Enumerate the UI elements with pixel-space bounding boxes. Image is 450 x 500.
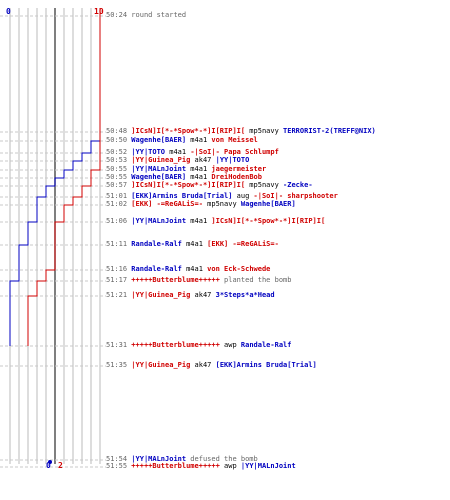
event-row: 50:48 ]ICsN]I[*-*Spow*-*]I[RIP]I[ mp5nav… [106, 127, 376, 136]
player-name: |YY|TOTO [215, 156, 250, 164]
event-time: 51:54 [106, 455, 132, 463]
event-row: 50:57 ]ICsN]I[*-*Spow*-*]I[RIP]I[ mp5nav… [106, 181, 313, 190]
player-name: Randale-Ralf [240, 341, 292, 349]
player-name: aug [232, 192, 254, 200]
event-time: 51:16 [106, 265, 132, 273]
player-name: +++++Butterblume+++++ [131, 462, 220, 470]
player-name: |YY|TOTO [131, 148, 166, 156]
event-row: 51:21 |YY|Guinea_Pig ak47 3*Steps*a*Head [106, 291, 275, 300]
player-name: +++++Butterblume+++++ [131, 276, 220, 284]
player-name: m4a1 [186, 217, 212, 225]
player-name: m4a1 [165, 148, 191, 156]
x-start-label: 0 [6, 7, 11, 16]
series-line-ct [9, 8, 101, 346]
player-name: awp [219, 462, 241, 470]
event-row: 51:54 |YY|MALnJoint defused the bomb [106, 455, 258, 464]
event-row: 50:50 Wagenhe[BAER] m4a1 von Meissel [106, 136, 258, 145]
player-name: mp5navy [245, 127, 284, 135]
event-row: 51:16 Randale-Ralf m4a1 von Eck-Schwede [106, 265, 270, 274]
player-name: ]ICsN]I[*-*Spow*-*]I[RIP]I[ [211, 217, 326, 225]
player-name: ]ICsN]I[*-*Spow*-*]I[RIP]I[ [131, 181, 246, 189]
event-row: 51:55 +++++Butterblume+++++ awp |YY|MALn… [106, 462, 296, 471]
player-name: Wagenhe[BAER] [131, 136, 187, 144]
player-name: 3*Steps*a*Head [215, 291, 275, 299]
player-name: [EKK]Armins Bruda[Trial] [215, 361, 317, 369]
event-row: 50:55 Wagenhe[BAER] m4a1 DreiHodenBob [106, 173, 262, 182]
event-time: 50:48 [106, 127, 132, 135]
player-name: jaegermeister [211, 165, 267, 173]
player-name: TERRORIST-2(TREFF@NIX) [283, 127, 376, 135]
series-line-t [27, 8, 101, 346]
event-time: 51:11 [106, 240, 132, 248]
player-name: -|SoI|- sharpshooter [253, 192, 338, 200]
event-time: 50:24 [106, 11, 132, 19]
player-name: m4a1 [186, 136, 212, 144]
player-name: |YY|Guinea_Pig [131, 361, 191, 369]
player-name: ]ICsN]I[*-*Spow*-*]I[RIP]I[ [131, 127, 246, 135]
event-note: planted the bomb [219, 276, 292, 284]
event-row: 50:53 |YY|Guinea_Pig ak47 |YY|TOTO [106, 156, 249, 165]
player-name: |YY|MALnJoint [131, 455, 187, 463]
player-name: -|SoI|- Papa Schlumpf [190, 148, 279, 156]
event-row: 51:11 Randale-Ralf m4a1 [EKK] -=ReGALiS=… [106, 240, 279, 249]
event-row: 51:06 |YY|MALnJoint m4a1 ]ICsN]I[*-*Spow… [106, 217, 325, 226]
event-row: 51:01 [EKK]Armins Bruda[Trial] aug -|SoI… [106, 192, 338, 201]
player-name: |YY|MALnJoint [131, 165, 187, 173]
player-name: m4a1 [186, 165, 212, 173]
player-name: Wagenhe[BAER] [240, 200, 296, 208]
player-name: von Meissel [211, 136, 258, 144]
player-name: |YY|MALnJoint [131, 217, 187, 225]
player-name: Randale-Ralf [131, 240, 182, 248]
player-name: [EKK]Armins Bruda[Trial] [131, 192, 233, 200]
player-name: DreiHodenBob [211, 173, 262, 181]
event-time: 51:35 [106, 361, 132, 369]
event-time: 51:31 [106, 341, 132, 349]
event-time: 51:01 [106, 192, 132, 200]
event-note: defused the bomb [186, 455, 258, 463]
final-marker-ct [48, 460, 52, 464]
event-row: 51:31 +++++Butterblume+++++ awp Randale-… [106, 341, 291, 350]
player-name: -Zecke- [283, 181, 313, 189]
player-name: m4a1 [181, 240, 208, 248]
final-ct-label: 0 [46, 461, 51, 470]
player-name: +++++Butterblume+++++ [131, 341, 220, 349]
player-name: [EKK] -=ReGALiS=- [207, 240, 279, 248]
player-name: ak47 [190, 361, 216, 369]
event-time: 50:53 [106, 156, 132, 164]
player-name: awp [219, 341, 241, 349]
event-time: 50:55 [106, 173, 132, 181]
event-note: round started [131, 11, 187, 19]
player-name: m4a1 [181, 265, 208, 273]
event-row: 51:35 |YY|Guinea_Pig ak47 [EKK]Armins Br… [106, 361, 317, 370]
event-row: 51:17 +++++Butterblume+++++ planted the … [106, 276, 291, 285]
player-name: Wagenhe[BAER] [131, 173, 187, 181]
player-name: Randale-Ralf [131, 265, 182, 273]
x-end-label: 10 [94, 7, 104, 16]
event-time: 50:57 [106, 181, 132, 189]
player-name: |YY|Guinea_Pig [131, 291, 191, 299]
event-time: 51:17 [106, 276, 132, 284]
player-name: mp5navy [202, 200, 241, 208]
event-row: 50:55 |YY|MALnJoint m4a1 jaegermeister [106, 165, 266, 174]
event-row: 50:52 |YY|TOTO m4a1 -|SoI|- Papa Schlump… [106, 148, 279, 157]
event-time: 50:55 [106, 165, 132, 173]
player-name: ak47 [190, 156, 216, 164]
event-time: 51:06 [106, 217, 132, 225]
player-name: |YY|MALnJoint [240, 462, 296, 470]
final-t-label: 2 [58, 461, 63, 470]
player-name: |YY|Guinea_Pig [131, 156, 191, 164]
event-row: 51:02 [EKK] -=ReGALiS=- mp5navy Wagenhe[… [106, 200, 296, 209]
player-name: [EKK] -=ReGALiS=- [131, 200, 203, 208]
event-time: 51:21 [106, 291, 132, 299]
event-time: 51:02 [106, 200, 132, 208]
player-name: mp5navy [245, 181, 284, 189]
player-name: von Eck-Schwede [207, 265, 271, 273]
event-time: 50:50 [106, 136, 132, 144]
event-time: 51:55 [106, 462, 132, 470]
event-time: 50:52 [106, 148, 132, 156]
event-row: 50:24 round started [106, 11, 186, 20]
player-name: ak47 [190, 291, 216, 299]
player-name: m4a1 [186, 173, 212, 181]
